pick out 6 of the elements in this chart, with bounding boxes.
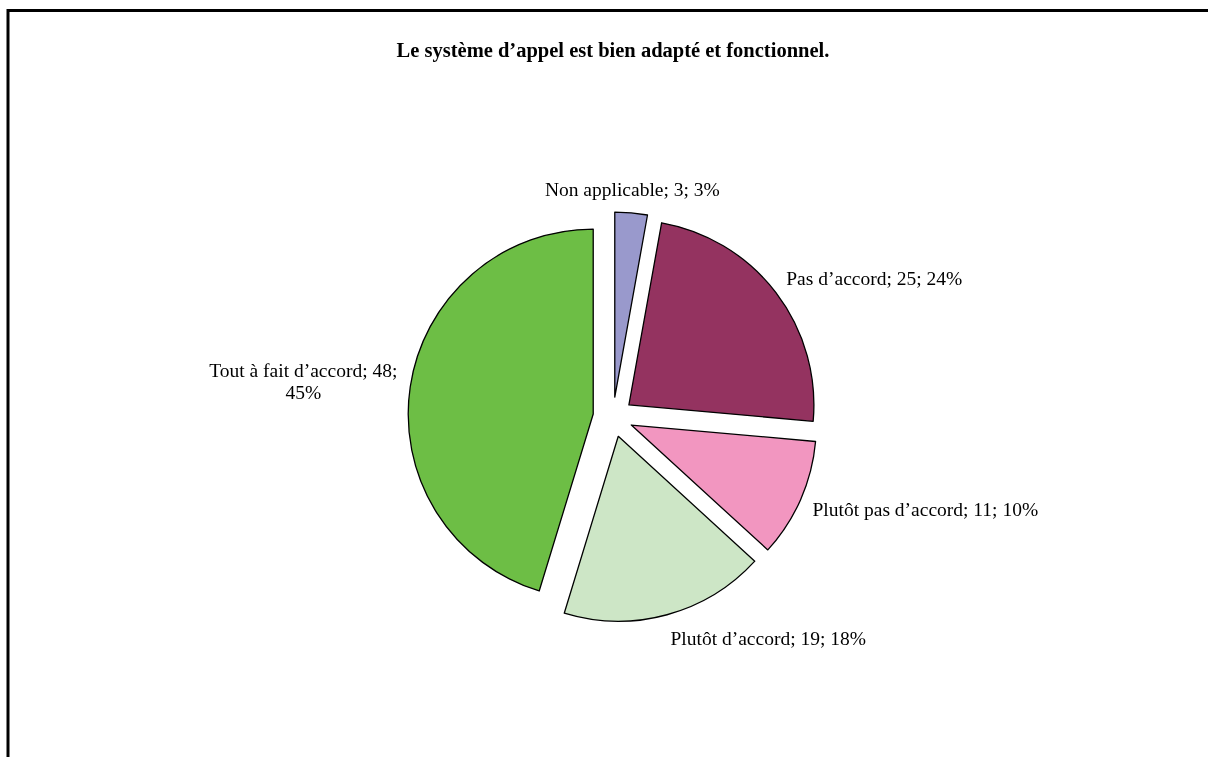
slice-label: Pas d’accord; 25; 24% [786, 267, 963, 289]
slice-label: Plutôt pas d’accord; 11; 10% [812, 499, 1039, 521]
chart-title: Le système d’appel est bien adapté et fonctionnel. [396, 39, 830, 62]
slice-label: Plutôt d’accord; 19; 18% [670, 627, 866, 649]
slice-label: Non applicable; 3; 3% [544, 178, 720, 200]
slice-label: Tout à fait d’accord; 48; 45% [209, 360, 398, 404]
